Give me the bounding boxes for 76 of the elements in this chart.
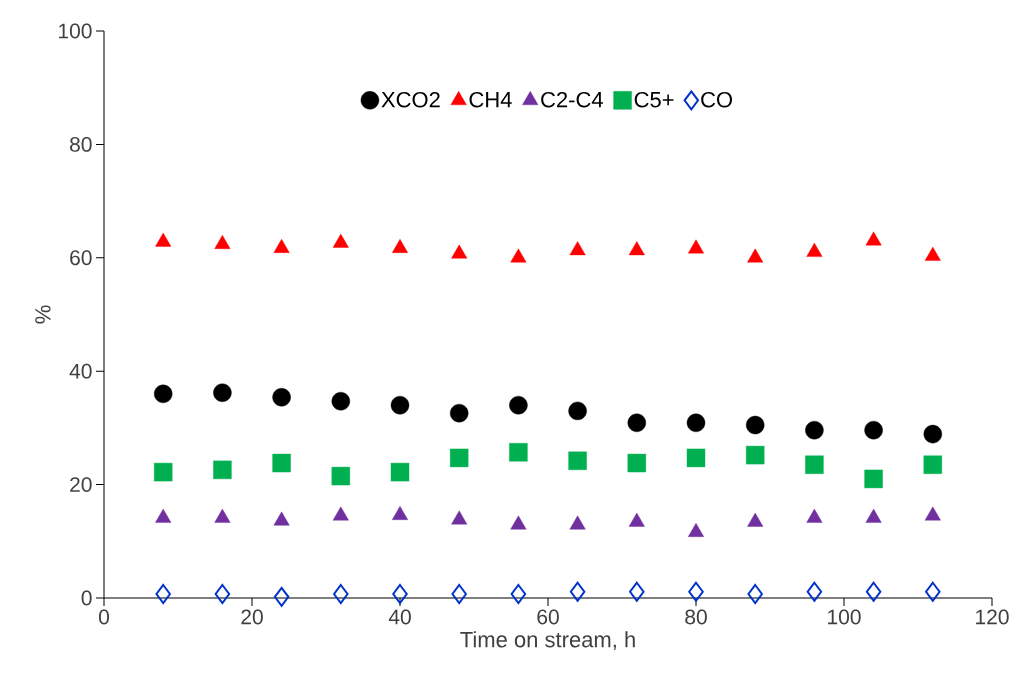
point — [272, 453, 291, 473]
y-tick-label: 80 — [70, 136, 92, 152]
point — [865, 581, 882, 602]
legend-label: XCO2 — [381, 91, 440, 108]
x-tick-label: 80 — [685, 609, 707, 625]
y-tick-label: 40 — [69, 363, 92, 379]
y-tick-label: 20 — [70, 477, 92, 493]
point — [627, 413, 646, 432]
y-tick-label: 0 — [81, 590, 92, 606]
legend-label: C2-C4 — [541, 91, 603, 108]
point — [806, 581, 823, 602]
point — [154, 462, 173, 482]
point — [451, 584, 467, 605]
point — [450, 448, 469, 468]
point — [865, 231, 882, 246]
point — [746, 445, 765, 465]
legend-label: C5+ — [634, 91, 674, 108]
point — [864, 420, 883, 440]
point — [627, 453, 646, 473]
point — [747, 248, 764, 263]
point — [569, 241, 586, 256]
point — [392, 238, 408, 253]
point — [923, 455, 942, 474]
x-tick-label: 100 — [828, 609, 861, 625]
x-tick-label: 40 — [388, 609, 411, 625]
point — [924, 246, 941, 261]
x-tick-label: 0 — [98, 609, 110, 625]
point — [154, 384, 173, 404]
point — [746, 415, 765, 435]
point — [806, 242, 823, 257]
y-tick-label: 60 — [70, 250, 92, 266]
point — [155, 232, 172, 247]
point — [568, 401, 587, 421]
point — [331, 466, 350, 486]
point — [331, 392, 350, 411]
legend-label: CO — [701, 91, 733, 108]
point — [213, 460, 232, 480]
point — [568, 451, 587, 470]
point — [450, 403, 469, 423]
point — [510, 584, 527, 605]
point — [509, 443, 528, 462]
x-tick-label: 20 — [241, 609, 263, 625]
legend-label: CH4 — [469, 91, 512, 108]
point — [213, 383, 232, 402]
y-tick-label: 100 — [59, 23, 92, 39]
point — [923, 424, 942, 444]
point — [686, 413, 706, 432]
point — [272, 388, 291, 407]
point — [451, 244, 468, 259]
point — [509, 396, 528, 415]
point — [805, 420, 824, 440]
point — [688, 239, 704, 254]
point — [805, 455, 824, 474]
point — [214, 584, 231, 605]
point — [332, 233, 349, 248]
x-tick-label: 60 — [537, 609, 559, 625]
point — [629, 581, 645, 602]
point — [392, 584, 408, 605]
point — [925, 581, 941, 602]
x-tick-label: 120 — [976, 609, 1009, 625]
y-axis-title: % — [35, 305, 51, 324]
point — [390, 462, 410, 482]
point — [510, 248, 527, 263]
point — [569, 581, 586, 602]
point — [273, 238, 290, 253]
point — [864, 469, 883, 489]
point — [333, 584, 349, 605]
point — [686, 448, 706, 468]
point — [628, 241, 645, 256]
point — [214, 234, 231, 249]
point — [390, 396, 410, 415]
point — [747, 584, 763, 605]
x-axis-title: Time on stream, h — [460, 631, 635, 650]
point — [273, 586, 290, 607]
point — [155, 584, 171, 605]
point — [688, 581, 704, 602]
